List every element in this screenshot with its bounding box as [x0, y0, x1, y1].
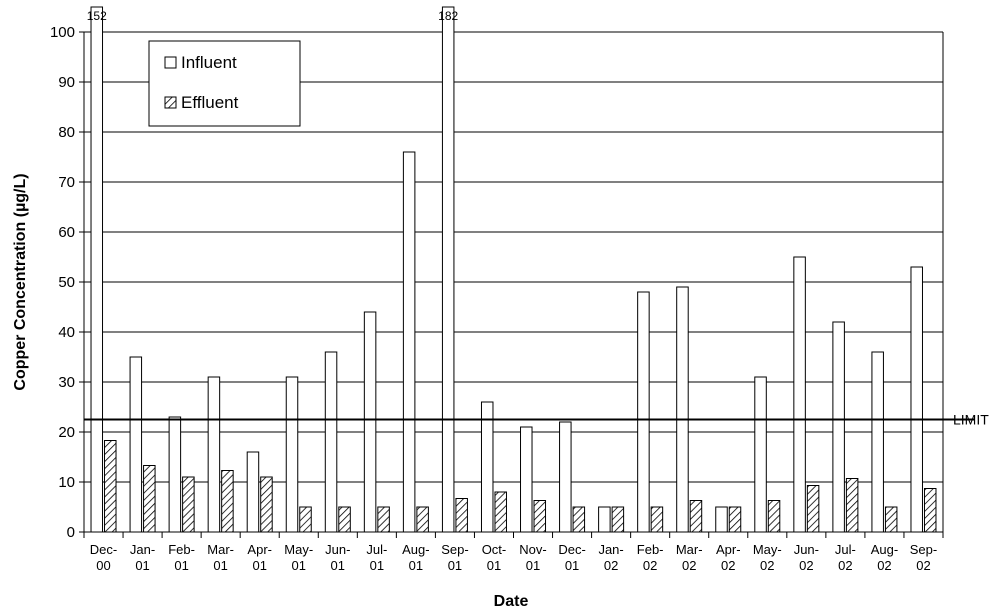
bar-effluent [533, 500, 547, 533]
bar-influent [324, 351, 338, 533]
y-tick-label: 50 [58, 274, 75, 291]
x-tick-labels: Dec-00 Jan-01 Feb-01 Mar-01 Apr-01 May-01 Jun-… [90, 542, 937, 573]
x-tick-label: Jul-02 [835, 542, 856, 573]
bar-influent [90, 6, 104, 533]
bar-effluent [767, 500, 781, 533]
bar-influent [168, 416, 182, 533]
y-tick-label: 10 [58, 474, 75, 491]
bar-influent [480, 401, 494, 533]
x-tick-label: Jun-02 [794, 542, 819, 573]
bar-effluent [455, 498, 468, 533]
bar-effluent [923, 488, 937, 533]
x-tick-label: Feb-02 [637, 542, 664, 573]
y-tick-label: 100 [50, 24, 75, 41]
bar-effluent [650, 506, 664, 533]
y-tick-label: 90 [58, 74, 75, 91]
bar-influent [637, 291, 650, 533]
x-tick-label: Nov-01 [519, 542, 546, 573]
bar-influent [793, 256, 806, 533]
bar-effluent [611, 506, 625, 533]
x-tick-label: Apr-01 [247, 542, 272, 573]
y-tick-label: 80 [58, 124, 75, 141]
bar-effluent [338, 506, 351, 533]
overflow-value-label: 182 [438, 9, 458, 23]
bar-effluent [221, 470, 234, 533]
y-tick-label: 0 [67, 524, 75, 541]
bar-influent [520, 426, 533, 533]
bar-influent [910, 266, 923, 533]
bar-effluent [299, 506, 312, 533]
x-tick-label: Jan-01 [130, 542, 155, 573]
bar-effluent [143, 465, 156, 533]
bar-influent [754, 376, 767, 533]
overflow-labels: 152 182 [87, 9, 459, 23]
bar-effluent [572, 506, 586, 533]
x-tick-label: Apr-02 [716, 542, 741, 573]
bar-influent [832, 321, 845, 533]
bar-influent [441, 6, 455, 533]
x-tick-label: Sep-01 [441, 542, 468, 573]
bar-effluent [884, 506, 898, 533]
bar-effluent [377, 506, 390, 533]
bar-influent [676, 286, 689, 533]
bar-influent [129, 356, 143, 533]
bar-influent [207, 376, 221, 533]
legend-swatch-influent [164, 56, 177, 69]
x-tick-label: Jan-02 [598, 542, 623, 573]
legend: Influent Effluent [148, 40, 301, 127]
y-tick-label: 30 [58, 374, 75, 391]
legend-box [148, 40, 301, 127]
bar-effluent [416, 506, 429, 533]
gridlines [84, 31, 944, 532]
legend-swatch-effluent [164, 96, 177, 109]
y-tick-label: 70 [58, 174, 75, 191]
y-tick-label: 40 [58, 324, 75, 341]
bar-effluent [260, 476, 273, 533]
bar-effluent [494, 491, 507, 533]
legend-label-effluent: Effluent [181, 93, 239, 112]
bar-influent [559, 421, 572, 533]
bar-influent [402, 151, 416, 533]
x-tick-label: May-01 [284, 542, 313, 573]
x-tick-label: May-02 [753, 542, 782, 573]
x-tick-label: Mar-01 [207, 542, 234, 573]
x-tick-label: Dec-00 [90, 542, 117, 573]
x-tick-label: Jul-01 [366, 542, 387, 573]
bar-influent [715, 506, 728, 533]
x-tick-label: Mar-02 [676, 542, 703, 573]
x-axis-title: Date [494, 593, 529, 610]
bar-effluent [689, 500, 703, 533]
bar-influent [598, 506, 611, 533]
axes [79, 31, 944, 538]
bar-influent [285, 376, 299, 533]
bar-influent [871, 351, 884, 533]
bar-effluent [845, 478, 859, 533]
limit-label: LIMIT [953, 412, 989, 428]
y-tick-label: 60 [58, 224, 75, 241]
legend-label-influent: Influent [181, 53, 237, 72]
x-tick-label: Aug-02 [871, 542, 898, 573]
y-tick-labels: 0 10 20 30 40 50 60 70 80 90 100 [50, 24, 75, 541]
x-tick-label: Aug-01 [402, 542, 429, 573]
x-tick-label: Sep-02 [910, 542, 937, 573]
bar-effluent [182, 476, 195, 533]
overflow-value-label: 152 [87, 9, 107, 23]
limit-line-group: LIMIT [84, 412, 989, 428]
x-tick-label: Jun-01 [325, 542, 350, 573]
bar-influent [363, 311, 377, 533]
y-axis-title: Copper Concentration (µg/L) [12, 173, 29, 390]
bar-effluent [104, 440, 117, 533]
bar-influent [246, 451, 260, 533]
bar-effluent [728, 506, 742, 533]
x-tick-label: Oct-01 [482, 542, 507, 573]
bar-effluent [806, 485, 820, 533]
x-tick-label: Dec-01 [558, 542, 585, 573]
y-tick-label: 20 [58, 424, 75, 441]
x-tick-label: Feb-01 [168, 542, 195, 573]
